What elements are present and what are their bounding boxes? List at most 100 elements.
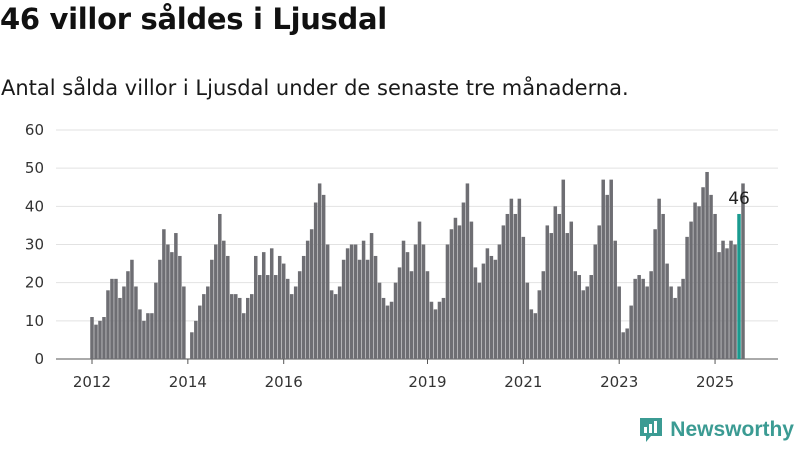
x-tick-label: 2012 — [73, 373, 111, 391]
bar — [389, 301, 394, 359]
bar — [373, 255, 378, 359]
x-tick-label: 2014 — [169, 373, 207, 391]
bar — [281, 263, 286, 359]
bar — [437, 301, 442, 359]
bar — [549, 233, 554, 359]
bar — [545, 225, 550, 359]
bar — [677, 286, 681, 359]
bar — [210, 259, 214, 359]
bar — [242, 313, 246, 359]
bar — [246, 297, 250, 359]
bar — [289, 294, 294, 359]
bar — [477, 282, 482, 359]
bar — [681, 278, 685, 359]
bar — [166, 244, 170, 359]
bar — [154, 282, 158, 359]
bar — [453, 217, 458, 359]
bar — [190, 332, 194, 359]
bar — [429, 301, 434, 359]
bar — [122, 286, 126, 359]
bar — [309, 229, 314, 359]
bar — [230, 294, 234, 359]
bar — [405, 252, 410, 359]
bar — [561, 179, 566, 359]
bar — [465, 183, 470, 359]
bar — [445, 244, 450, 359]
bar — [621, 332, 625, 359]
bar — [661, 213, 665, 359]
bar — [301, 255, 306, 359]
newsworthy-logo-icon — [640, 418, 663, 442]
bar — [529, 309, 534, 359]
bar — [605, 194, 609, 359]
newsworthy-brand: Newsworthy — [638, 416, 794, 444]
bar — [265, 275, 270, 359]
bar — [725, 248, 729, 359]
bar — [473, 267, 478, 359]
bar — [717, 252, 721, 359]
y-tick-label: 10 — [25, 312, 44, 330]
bar — [130, 259, 134, 359]
x-tick-label: 2021 — [504, 373, 542, 391]
bar — [329, 290, 334, 359]
bar — [721, 240, 725, 359]
bar — [733, 244, 737, 359]
bar — [537, 290, 542, 359]
bar — [525, 282, 530, 359]
bar — [106, 290, 110, 359]
bar — [433, 309, 438, 359]
bar — [273, 275, 278, 359]
bar — [457, 225, 462, 359]
bar — [102, 317, 106, 359]
bar — [413, 244, 418, 359]
bar — [397, 267, 402, 359]
bar — [333, 294, 338, 359]
bar — [601, 179, 605, 359]
y-tick-label: 60 — [25, 121, 44, 139]
bar — [90, 317, 94, 359]
bar — [705, 171, 709, 359]
bar — [257, 275, 262, 359]
bar — [178, 255, 182, 359]
bar — [238, 297, 242, 359]
y-axis-ticks: 0 10 20 30 40 50 60 — [25, 121, 44, 368]
bar — [469, 221, 474, 359]
bar — [421, 244, 426, 359]
bar — [489, 255, 494, 359]
bar — [393, 282, 398, 359]
bar — [194, 320, 198, 359]
bar — [553, 206, 558, 359]
bar — [174, 233, 178, 359]
bar — [533, 313, 538, 359]
bar — [501, 225, 506, 359]
bar — [521, 236, 526, 359]
bar — [134, 286, 138, 359]
bar — [118, 297, 122, 359]
bar — [269, 248, 274, 359]
bar — [357, 259, 362, 359]
bar — [653, 229, 657, 359]
bar — [285, 278, 290, 359]
bar — [645, 286, 649, 359]
y-tick-label: 0 — [34, 350, 44, 368]
highlight-value-label: 46 — [728, 189, 750, 209]
bar — [609, 179, 613, 359]
bar — [629, 305, 633, 359]
bar — [505, 213, 510, 359]
bar — [557, 213, 562, 359]
bars — [90, 171, 745, 359]
bar — [461, 202, 466, 359]
bar — [261, 252, 266, 359]
bar — [637, 275, 641, 359]
bar — [222, 240, 226, 359]
bar — [417, 221, 422, 359]
bar — [126, 271, 130, 359]
bar — [449, 229, 454, 359]
bar — [94, 324, 98, 359]
bar — [569, 221, 574, 359]
bar — [665, 263, 669, 359]
bar — [234, 294, 238, 359]
bar — [633, 278, 637, 359]
bar — [741, 183, 745, 359]
bar — [297, 271, 302, 359]
